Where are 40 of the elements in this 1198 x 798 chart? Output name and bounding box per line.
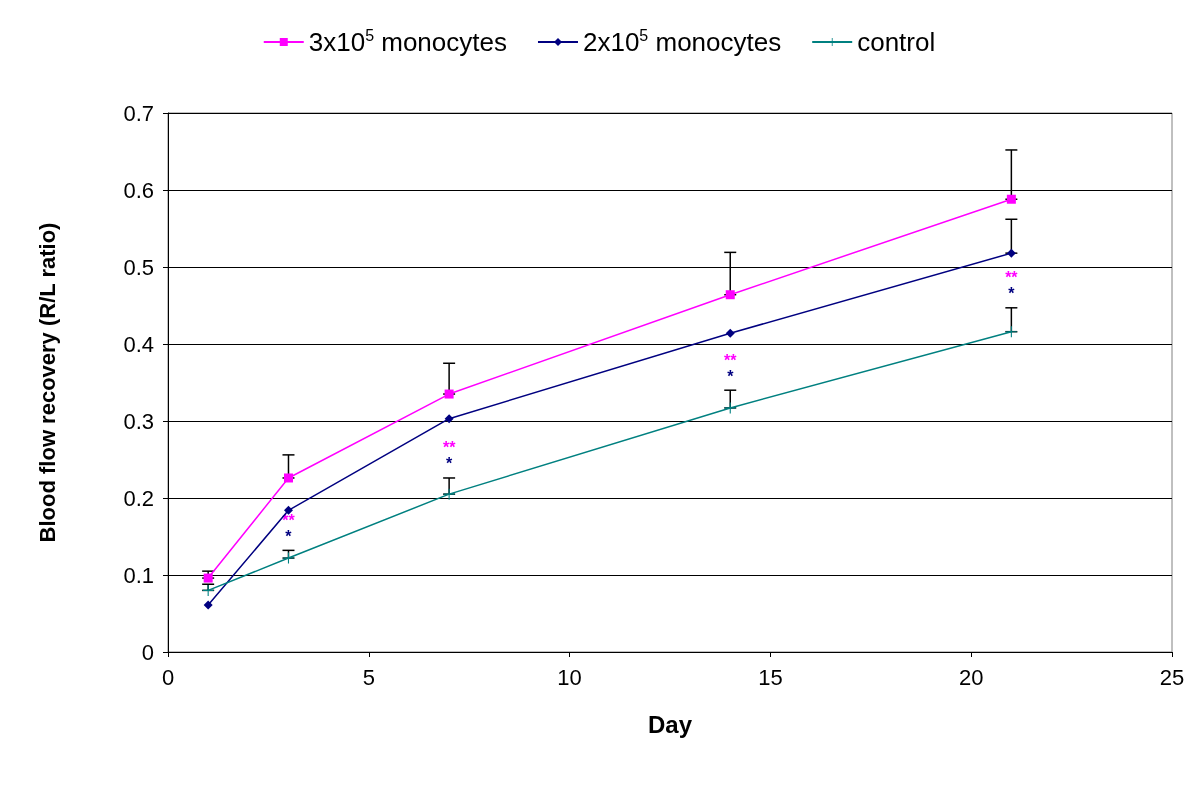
annotation: **: [724, 351, 738, 369]
point: [283, 473, 293, 483]
x-tick-label: 5: [362, 664, 375, 690]
point: [724, 402, 736, 414]
y-tick-label: 0.1: [123, 562, 154, 588]
y-tick-label: 0.2: [123, 485, 154, 511]
point: [282, 552, 294, 564]
point: [283, 505, 293, 515]
y-tick-label: 0.3: [123, 408, 154, 434]
annotation: *: [1008, 285, 1016, 303]
point: [444, 389, 454, 399]
x-tick-label: 15: [758, 664, 783, 690]
point: [202, 584, 214, 596]
x-tick-label: 20: [958, 664, 984, 690]
annotation: *: [285, 527, 293, 545]
x-tick-label: 10: [557, 664, 582, 690]
point: [725, 328, 735, 338]
point: [1006, 248, 1016, 258]
annotation: **: [1005, 269, 1019, 287]
annotation: **: [282, 511, 296, 529]
y-tick-label: 0.4: [123, 331, 154, 357]
x-tick-label: 25: [1159, 664, 1185, 690]
y-tick-label: 0.6: [123, 177, 154, 203]
point: [203, 573, 213, 583]
point: [444, 414, 454, 424]
annotation: *: [727, 367, 735, 385]
x-axis-title: Day: [647, 710, 693, 738]
point: [725, 290, 735, 300]
y-tick-label: 0.7: [123, 100, 154, 126]
y-tick-label: 0.5: [123, 254, 154, 280]
x-tick-label: 0: [161, 664, 175, 690]
y-axis-title: Blood flow recovery (R/L ratio): [34, 222, 60, 543]
annotation: **: [442, 439, 457, 457]
legend-label: control: [857, 27, 936, 57]
point: [443, 488, 455, 500]
point: [203, 600, 213, 610]
annotation: *: [446, 455, 453, 473]
point: [1005, 326, 1017, 338]
point: [1006, 194, 1016, 204]
y-tick-label: 0: [141, 639, 154, 665]
